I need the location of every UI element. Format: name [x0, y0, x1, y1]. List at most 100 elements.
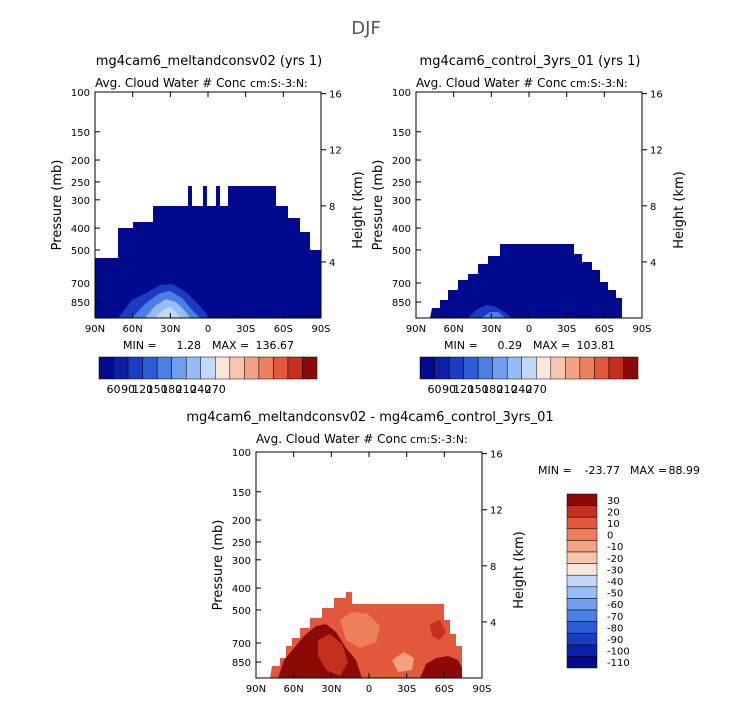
colorbar-diff-box	[566, 644, 598, 657]
colorbar-diff-label: 10	[607, 519, 620, 530]
panel-diff-contour-core-right	[420, 656, 462, 678]
colorbar-b-box	[623, 356, 639, 380]
panel-b-x-tick-label: 60N	[444, 324, 464, 335]
panel-b-units: cm:S:-3:N:	[570, 77, 628, 90]
panel-a-contour-outer	[95, 186, 321, 318]
colorbar-a-label: 240	[190, 383, 211, 396]
panel-a-x-tick-label: 90N	[85, 324, 105, 335]
panel-b-y-tick-label: 250	[392, 178, 411, 189]
colorbar-diff-label: -90	[607, 635, 623, 646]
colorbar-b-box	[594, 356, 610, 380]
colorbar-a-box	[156, 356, 172, 380]
colorbar-diff-box	[566, 505, 598, 518]
panel-a-y2label: Height (km)	[351, 171, 366, 248]
panel-b-title: mg4cam6_control_3yrs_01 (yrs 1)	[420, 54, 641, 69]
panel-a-contour-l4	[155, 307, 180, 318]
panel-b-min-value: 0.29	[498, 339, 523, 352]
colorbar-b-box	[492, 356, 508, 380]
colorbar-diff-label: -110	[607, 658, 630, 669]
panel-a-y-tick-label: 400	[71, 224, 90, 235]
colorbar-diff-box	[566, 551, 598, 564]
colorbar-diff-label: -30	[607, 565, 623, 576]
colorbar-a-box	[142, 356, 158, 380]
colorbar-b-label: 180	[482, 383, 503, 396]
colorbar-a-box	[273, 356, 289, 380]
colorbar-b-label: 240	[511, 383, 532, 396]
panel-b-y-tick-label: 850	[392, 298, 411, 309]
colorbar-diff-label: -10	[607, 542, 623, 553]
colorbar-a-box	[302, 356, 318, 380]
panel-diff-subtitle: Avg. Cloud Water # Conc	[256, 432, 407, 446]
panel-a-y-tick-label: 500	[71, 246, 90, 257]
panel-diff-x-tick-label: 90N	[246, 684, 266, 695]
panel-diff-y-tick-label: 200	[232, 516, 251, 527]
panel-a-min-value: 1.28	[177, 339, 202, 352]
panel-a-y-tick-label: 200	[71, 156, 90, 167]
colorbar-diff-box	[566, 586, 598, 599]
panel-diff-axes: 90N 60N 30N 0 30S 60S 90S 100 150 200 250 300 400 500…	[232, 448, 503, 695]
colorbar-a-label: 180	[161, 383, 182, 396]
colorbar-a-label: 120	[132, 383, 153, 396]
panel-diff-min-value: -23.77	[585, 464, 620, 477]
panel-diff-min-label: MIN =	[538, 464, 572, 477]
colorbar-b-box	[506, 356, 522, 380]
panel-diff-y2-tick-label: 4	[490, 618, 496, 629]
panel-diff-ylabel: Pressure (mb)	[211, 520, 226, 611]
panel-b-x-tick-label: 0	[526, 324, 532, 335]
panel-b-x-tick-label: 30S	[557, 324, 576, 335]
panel-diff-title: mg4cam6_meltandconsv02 - mg4cam6_control…	[186, 410, 553, 425]
colorbar-a-box	[287, 356, 303, 380]
panel-a-max-label: MAX =	[212, 339, 249, 352]
panel-b-y2label: Height (km)	[672, 171, 687, 248]
colorbar-a-box	[113, 356, 129, 380]
colorbar-b-label: 60	[428, 383, 442, 396]
colorbar-diff-box	[566, 540, 598, 553]
colorbar-diff: 3020100-10-20-30-40-50-60-70-80-90-100-1…	[566, 493, 630, 669]
colorbar-b-box	[419, 356, 435, 380]
colorbar-b-box	[565, 356, 581, 380]
panel-b-contour-outer	[430, 244, 622, 318]
panel-diff-contour-mid	[340, 612, 380, 648]
colorbar-b-box	[550, 356, 566, 380]
colorbar-diff-label: -70	[607, 612, 623, 623]
panel-b-contour-l2	[482, 312, 505, 318]
colorbar-diff-label: -40	[607, 577, 623, 588]
panel-a-x-tick-label: 30N	[160, 324, 180, 335]
panel-a-x-tick-label: 30S	[236, 324, 255, 335]
colorbar-diff-box	[566, 656, 598, 669]
panel-diff-x-tick-label: 60S	[435, 684, 454, 695]
panel-diff-x-tick-label: 30N	[321, 684, 341, 695]
panel-a-x-tick-label: 0	[205, 324, 211, 335]
colorbar-diff-box	[566, 528, 598, 541]
colorbar-a-label: 210	[176, 383, 197, 396]
panel-b-y-tick-label: 500	[392, 246, 411, 257]
colorbar-diff-box	[566, 563, 598, 576]
panel-diff-contour	[270, 592, 462, 678]
colorbar-diff-label: 20	[607, 507, 620, 518]
colorbar-b-box	[477, 356, 493, 380]
panel-b-y2-tick-label: 12	[650, 146, 663, 157]
panel-diff-y-tick-label: 300	[232, 556, 251, 567]
panel-a-title: mg4cam6_meltandconsv02 (yrs 1)	[96, 54, 322, 69]
colorbar-b-box	[448, 356, 464, 380]
panel-b-x-tick-label: 30N	[481, 324, 501, 335]
colorbar-diff-label: -100	[607, 647, 630, 658]
panel-a-axes: 90N 60N 30N 0 30S 60S 90S 100 150 200 250 300 400 500…	[71, 88, 342, 335]
colorbar-b-box	[434, 356, 450, 380]
panel-b-y2-tick-label: 4	[650, 258, 656, 269]
panel-diff-y-tick-label: 150	[232, 488, 251, 499]
panel-b-y-tick-label: 100	[392, 88, 411, 99]
panel-a-x-tick-label: 60N	[123, 324, 143, 335]
panel-a-min-label: MIN =	[123, 339, 157, 352]
panel-b-contour	[430, 244, 622, 318]
panel-diff-max-value: 88.99	[669, 464, 701, 477]
colorbar-b-box	[579, 356, 595, 380]
panel-diff-x-tick-label: 60N	[284, 684, 304, 695]
panel-b-x-tick-label: 60S	[595, 324, 614, 335]
panel-diff-x-tick-label: 0	[366, 684, 372, 695]
panel-b-y-tick-label: 300	[392, 196, 411, 207]
panel-b-axes: 90N 60N 30N 0 30S 60S 90S 100 150 200 250 300 400 500…	[392, 88, 663, 335]
